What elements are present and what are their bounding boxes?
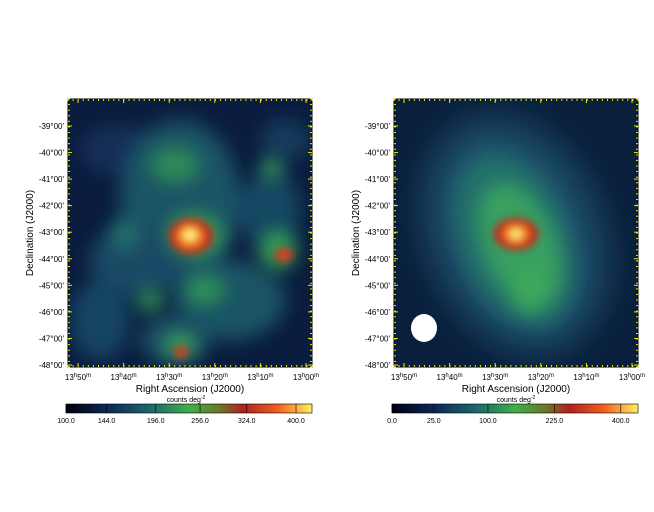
left-colorbar: counts deg-2 100.0 144.0 196.0 256.0 324.0 40… [57, 395, 313, 425]
left-map [67, 98, 313, 368]
y-tick-label: -48°00' [365, 361, 391, 370]
colorbar-tick-label: 25.0 [427, 418, 441, 425]
y-tick-label: -41°00' [39, 175, 65, 184]
y-tick-label: -46°00' [365, 308, 391, 317]
x-tick-label: 13h30m [156, 373, 182, 382]
left-x-axis-label: Right Ascension (J2000) [136, 384, 244, 395]
colorbar-tick-label: 100.0 [479, 418, 497, 425]
colorbar-tick-label: 324.0 [238, 418, 256, 425]
left-y-axis-label: Declination (J2000) [25, 190, 36, 276]
right-map [393, 98, 639, 368]
x-tick-label: 13h20m [528, 373, 554, 382]
y-tick-label: -42°00' [39, 202, 65, 211]
y-tick-label: -40°00' [39, 149, 65, 158]
right-y-ticks: -39°00' -40°00' -41°00' -42°00' -43°00' -44°0… [365, 122, 391, 370]
right-colorbar: counts deg-2 0.0 25.0 100.0 225.0 400.0 [387, 395, 639, 425]
colorbar-tick-label: 144.0 [98, 418, 116, 425]
right-x-ticks: 13h50m 13h40m 13h30m 13h20m 13h10m 13h00m [391, 373, 645, 382]
x-tick-label: 13h20m [202, 373, 228, 382]
right-y-axis-label: Declination (J2000) [351, 190, 362, 276]
y-tick-label: -46°00' [39, 308, 65, 317]
y-tick-label: -39°00' [39, 122, 65, 131]
y-tick-label: -44°00' [365, 255, 391, 264]
colorbar-tick-label: 100.0 [57, 418, 75, 425]
colorbar-tick-label: 400.0 [612, 418, 630, 425]
x-tick-label: 13h10m [247, 373, 273, 382]
x-tick-label: 13h10m [573, 373, 599, 382]
x-tick-label: 13h30m [482, 373, 508, 382]
right-colorbar-label: counts deg-2 [497, 395, 536, 404]
y-tick-label: -43°00' [365, 228, 391, 237]
y-tick-label: -47°00' [365, 334, 391, 343]
y-tick-label: -45°00' [365, 281, 391, 290]
y-tick-label: -41°00' [365, 175, 391, 184]
y-tick-label: -47°00' [39, 334, 65, 343]
x-tick-label: 13h50m [391, 373, 417, 382]
left-x-ticks: 13h50m 13h40m 13h30m 13h20m 13h10m 13h00m [65, 373, 319, 382]
colorbar-tick-label: 0.0 [387, 418, 397, 425]
x-tick-label: 13h40m [437, 373, 463, 382]
right-x-axis-label: Right Ascension (J2000) [462, 384, 570, 395]
x-tick-label: 13h00m [619, 373, 645, 382]
colorbar-tick-label: 225.0 [546, 418, 564, 425]
y-tick-label: -42°00' [365, 202, 391, 211]
beam-ellipse [411, 314, 437, 342]
colorbar-tick-label: 196.0 [147, 418, 165, 425]
y-tick-label: -39°00' [365, 122, 391, 131]
x-tick-label: 13h00m [293, 373, 319, 382]
y-tick-label: -45°00' [39, 281, 65, 290]
left-y-ticks: -39°00' -40°00' -41°00' -42°00' -43°00' -44°0… [39, 122, 65, 370]
x-tick-label: 13h40m [111, 373, 137, 382]
y-tick-label: -48°00' [39, 361, 65, 370]
colorbar-tick-label: 400.0 [287, 418, 305, 425]
left-colorbar-label: counts deg-2 [167, 395, 206, 404]
y-tick-label: -40°00' [365, 149, 391, 158]
y-tick-label: -43°00' [39, 228, 65, 237]
x-tick-label: 13h50m [65, 373, 91, 382]
y-tick-label: -44°00' [39, 255, 65, 264]
colorbar-tick-label: 256.0 [191, 418, 209, 425]
